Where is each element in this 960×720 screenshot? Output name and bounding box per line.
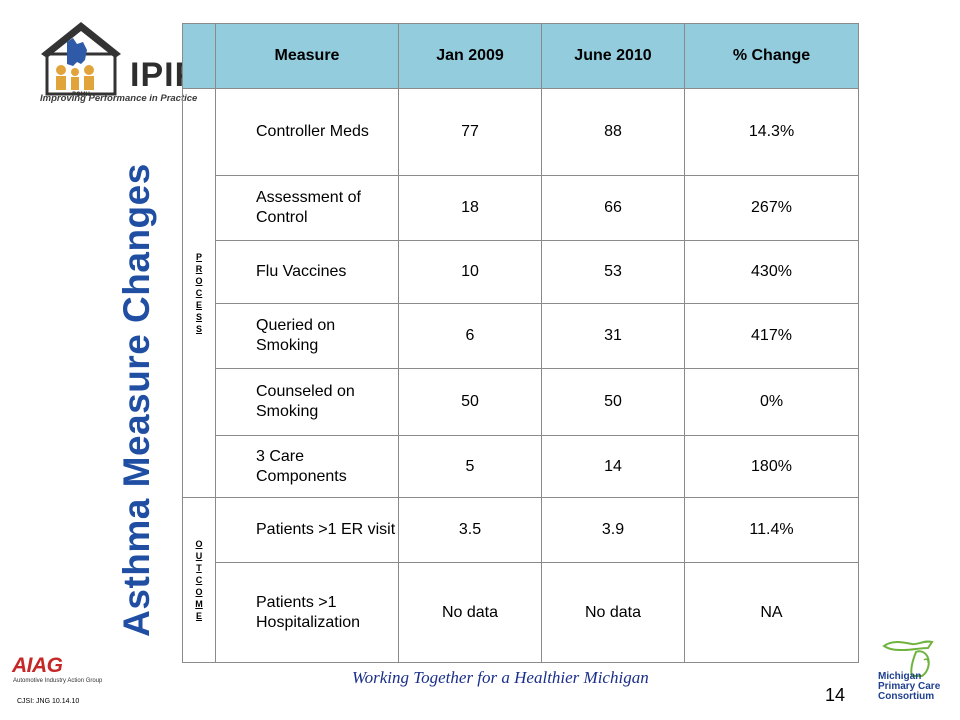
jan-2009-cell: 3.5 — [398, 497, 542, 563]
jan-2009-cell: 6 — [398, 303, 542, 369]
house-logo-icon: PCMH — [41, 22, 121, 98]
june-2010-cell: 3.9 — [541, 497, 685, 563]
change-cell: 417% — [684, 303, 859, 369]
change-cell: 430% — [684, 240, 859, 304]
change-cell: 267% — [684, 175, 859, 241]
change-cell: NA — [684, 562, 859, 663]
measures-table: Measure Jan 2009 June 2010 % Change P R … — [182, 23, 859, 663]
june-2010-cell: 50 — [541, 368, 685, 436]
jan-2009-cell: 50 — [398, 368, 542, 436]
group-letter: T — [196, 562, 202, 573]
table-row: 3 Care Components 5 14 180% — [183, 435, 859, 498]
michigan-map-icon — [882, 640, 934, 677]
group-letter: S — [195, 312, 202, 323]
group-letter: C — [195, 287, 203, 298]
table-row: O U T C O M E Patients >1 ER visit 3.5 3… — [182, 497, 859, 663]
table-row: Queried on Smoking 6 31 417% — [183, 303, 859, 369]
group-letter: R — [195, 263, 203, 274]
header-percent-change: % Change — [684, 23, 859, 89]
mpcc-logo: Michigan Primary Care Consortium — [874, 636, 954, 714]
table-row: P R O C E S S Controller Meds 77 88 14.3… — [182, 88, 859, 498]
change-cell: 11.4% — [684, 497, 859, 563]
ipip-logo: PCMH IPIP Improving Performance in Pract… — [35, 20, 197, 110]
group-letter: M — [195, 599, 203, 610]
logo-tagline: Improving Performance in Practice — [40, 93, 198, 104]
measure-cell: Patients >1 ER visit — [215, 497, 399, 563]
group-letter: U — [195, 550, 203, 561]
group-letter: E — [195, 611, 202, 622]
table-row: Assessment of Control 18 66 267% — [183, 175, 859, 241]
group-letter: O — [195, 538, 203, 549]
group-letter: P — [195, 251, 202, 262]
jan-2009-cell: No data — [398, 562, 542, 663]
header-jan-2009: Jan 2009 — [398, 23, 542, 89]
change-cell: 180% — [684, 435, 859, 498]
jan-2009-cell: 10 — [398, 240, 542, 304]
mpcc-line-2: Primary Care — [878, 681, 941, 692]
header-measure: Measure — [215, 23, 399, 89]
measure-cell: Flu Vaccines — [215, 240, 399, 304]
group-letter: C — [195, 574, 203, 585]
june-2010-cell: 88 — [541, 88, 685, 176]
group-letter: O — [195, 275, 203, 286]
june-2010-cell: 53 — [541, 240, 685, 304]
table-header-row: Measure Jan 2009 June 2010 % Change — [182, 23, 859, 89]
group-letter: O — [195, 587, 203, 598]
credit-text: CJSI: JNG 10.14.10 — [17, 698, 80, 705]
jan-2009-cell: 5 — [398, 435, 542, 498]
pcmh-badge: PCMH — [72, 92, 90, 98]
header-june-2010: June 2010 — [541, 23, 685, 89]
measure-cell: Patients >1 Hospitalization — [215, 562, 399, 663]
change-cell: 14.3% — [684, 88, 859, 176]
jan-2009-cell: 77 — [398, 88, 542, 176]
slide-title: Asthma Measure Changes — [116, 163, 157, 637]
aiag-logo: AIAG Automotive Industry Action Group — [12, 654, 102, 694]
june-2010-cell: 14 — [541, 435, 685, 498]
table-row: Patients >1 Hospitalization No data No d… — [183, 562, 859, 663]
mpcc-text: Michigan Primary Care Consortium — [878, 672, 940, 702]
table-row: Flu Vaccines 10 53 430% — [183, 240, 859, 304]
june-2010-cell: 31 — [541, 303, 685, 369]
group-label-outcome: O U T C O M E — [182, 497, 216, 663]
group-label-process: P R O C E S S — [182, 88, 216, 498]
aiag-wordmark: AIAG — [12, 654, 63, 677]
table-row: Counseled on Smoking 50 50 0% — [183, 368, 859, 436]
title-region: Asthma Measure Changes — [110, 130, 165, 670]
footer-slogan: Working Together for a Healthier Michiga… — [352, 668, 649, 687]
jan-2009-cell: 18 — [398, 175, 542, 241]
measure-cell: Controller Meds — [215, 88, 399, 176]
corner-cell — [182, 23, 216, 89]
change-cell: 0% — [684, 368, 859, 436]
june-2010-cell: No data — [541, 562, 685, 663]
measure-cell: Assessment of Control — [215, 175, 399, 241]
june-2010-cell: 66 — [541, 175, 685, 241]
measure-cell: Counseled on Smoking — [215, 368, 399, 436]
mpcc-line-3: Consortium — [878, 691, 935, 702]
group-letter: E — [195, 300, 202, 311]
group-letter: S — [195, 324, 202, 335]
page-number: 14 — [825, 685, 846, 705]
measure-cell: Queried on Smoking — [215, 303, 399, 369]
aiag-subtitle: Automotive Industry Action Group — [13, 678, 103, 684]
mpcc-line-1: Michigan — [878, 671, 922, 682]
measure-cell: 3 Care Components — [215, 435, 399, 498]
